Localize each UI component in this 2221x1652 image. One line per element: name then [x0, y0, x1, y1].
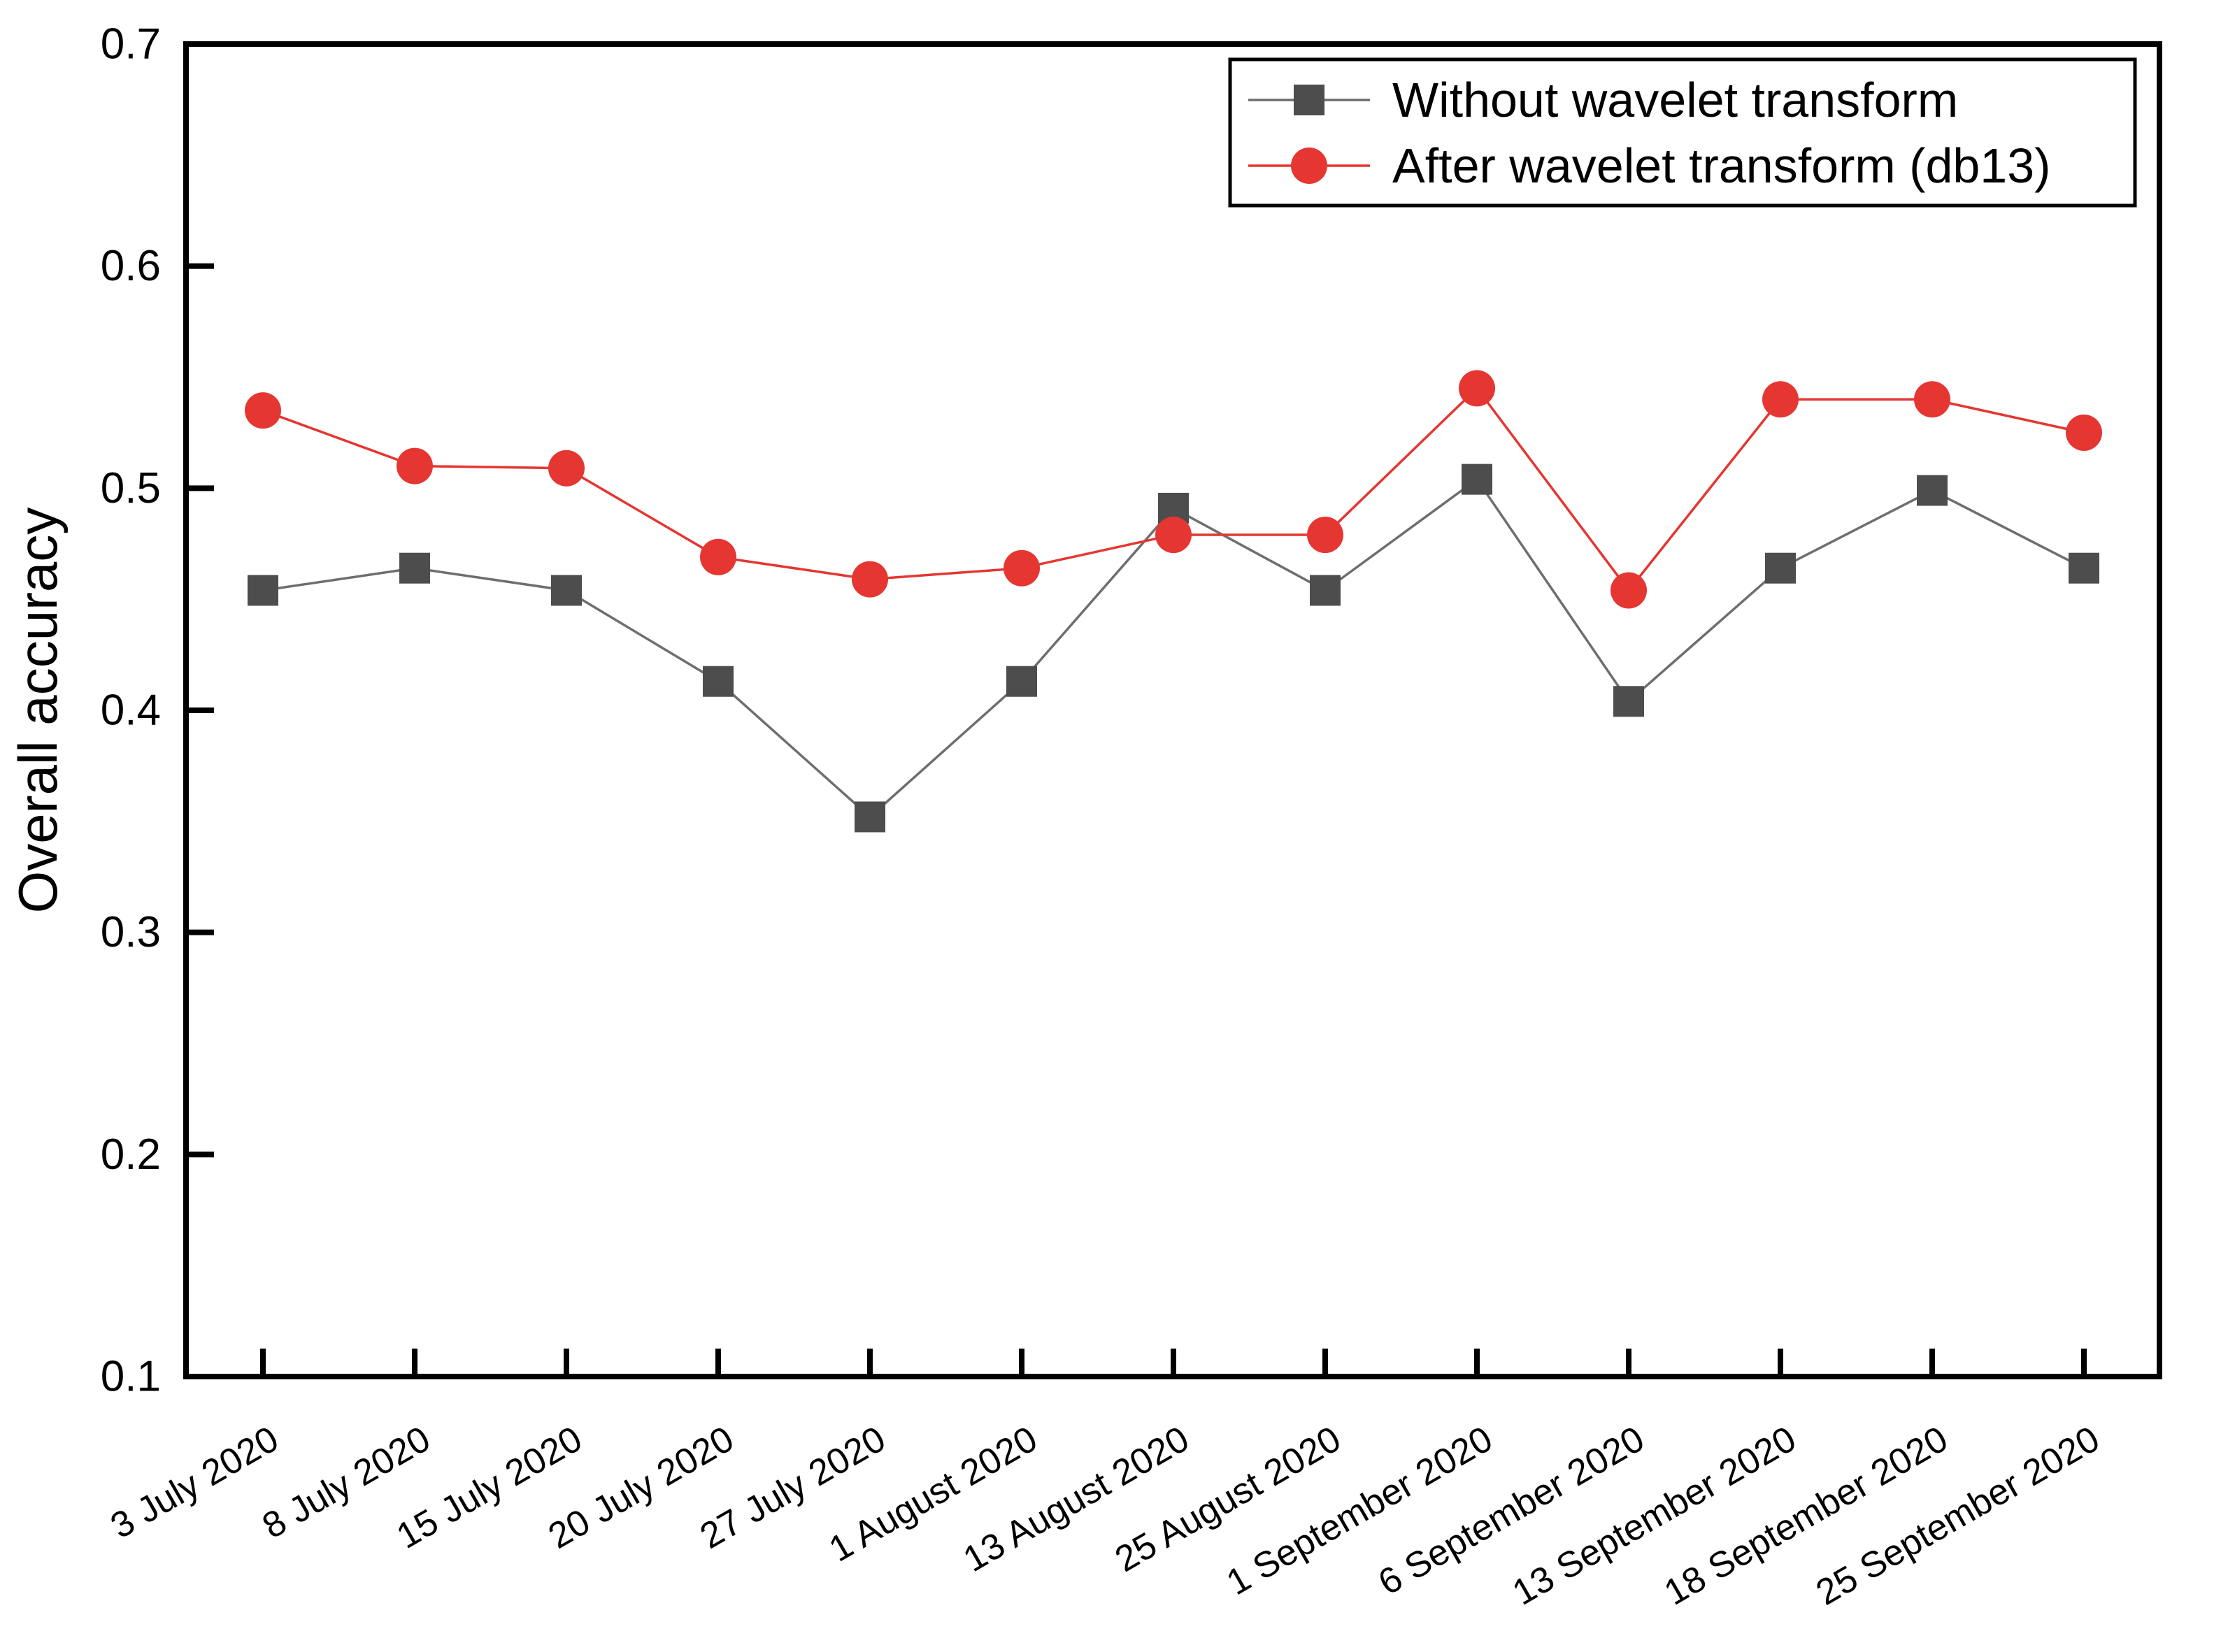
x-tick-label: 3 July 2020 — [104, 1418, 285, 1546]
data-point-square — [703, 666, 734, 697]
data-point-circle — [1004, 550, 1040, 587]
y-tick-label: 0.6 — [101, 242, 161, 290]
legend-label: Without wavelet transform — [1392, 73, 1958, 127]
y-axis-title: Overall accuracy — [7, 508, 69, 914]
data-point-circle — [548, 450, 585, 487]
y-tick-label: 0.4 — [101, 687, 161, 735]
x-tick-label: 18 September 2020 — [1657, 1418, 1955, 1614]
plot-frame — [183, 41, 2162, 1379]
y-tick-label: 0.7 — [101, 20, 161, 69]
data-point-square — [1917, 475, 1948, 506]
legend-label: After wavelet transform (db13) — [1392, 138, 2050, 193]
series-without-wavelet — [248, 464, 2099, 833]
data-point-square — [551, 575, 582, 606]
y-tick-label: 0.5 — [101, 464, 161, 512]
data-point-circle — [245, 392, 281, 429]
legend-box — [1228, 57, 2137, 208]
legend-square-marker-icon — [1294, 85, 1324, 115]
data-point-circle — [1611, 572, 1647, 609]
data-point-circle — [1762, 381, 1799, 418]
data-point-circle — [1914, 381, 1950, 418]
legend-circle-marker-icon — [1291, 148, 1327, 184]
data-point-circle — [1155, 517, 1192, 554]
x-tick-label: 13 September 2020 — [1506, 1418, 1803, 1614]
data-point-circle — [1307, 517, 1343, 554]
data-point-square — [2069, 552, 2099, 584]
data-series — [245, 370, 2102, 833]
data-point-square — [855, 801, 885, 833]
y-tick-label: 0.3 — [101, 908, 161, 956]
data-point-square — [1006, 666, 1037, 697]
x-tick-label: 1 September 2020 — [1220, 1418, 1499, 1603]
data-point-circle — [2066, 414, 2102, 451]
data-point-circle — [700, 538, 736, 575]
data-point-square — [1310, 575, 1341, 606]
data-point-square — [399, 552, 430, 584]
legend-entry: After wavelet transform (db13) — [1248, 138, 2050, 193]
legend: Without wavelet transform After wavelet t… — [1228, 57, 2137, 208]
legend-entry: Without wavelet transform — [1248, 73, 1958, 127]
y-tick-label: 0.2 — [101, 1130, 161, 1179]
data-point-square — [248, 575, 278, 606]
y-tick-label: 0.1 — [101, 1353, 161, 1401]
series-after-wavelet — [245, 370, 2102, 609]
y-axis: 0.1 0.2 0.3 0.4 0.5 0.6 0.7 — [101, 20, 214, 1401]
data-point-square — [1613, 686, 1644, 717]
plot-border — [183, 41, 2162, 1379]
data-point-square — [1462, 464, 1492, 495]
x-tick-label: 25 September 2020 — [1809, 1418, 2106, 1614]
data-point-circle — [397, 447, 433, 484]
data-point-circle — [852, 561, 888, 598]
data-point-circle — [1459, 370, 1495, 407]
data-point-square — [1765, 552, 1796, 584]
